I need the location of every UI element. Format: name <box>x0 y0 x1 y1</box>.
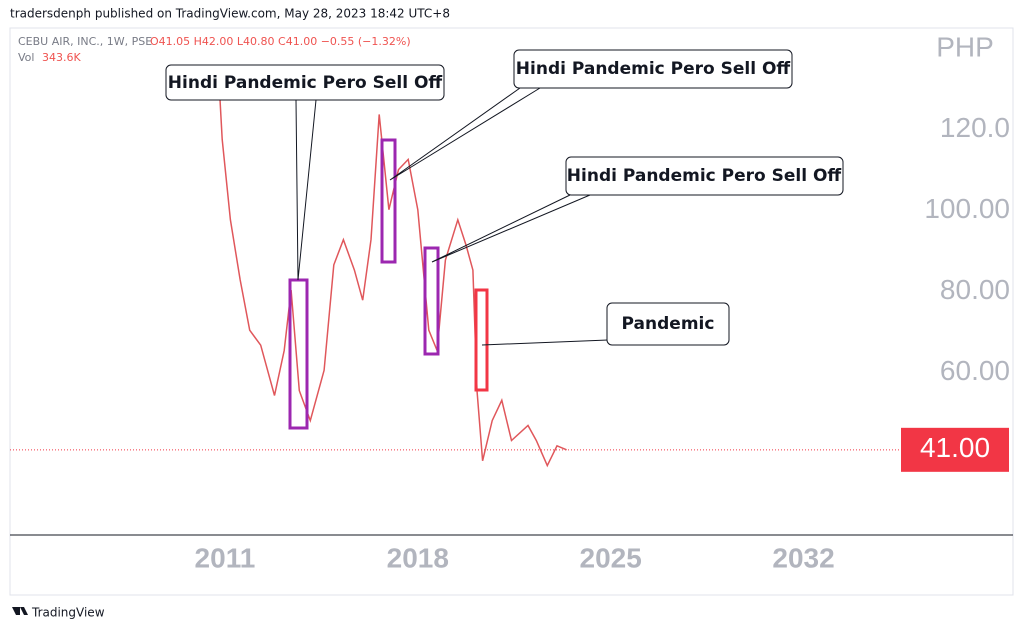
callout-text: Hindi Pandemic Pero Sell Off <box>168 73 443 93</box>
volume-label: Vol <box>18 51 34 64</box>
y-tick-label: 60.00 <box>940 355 1010 386</box>
callout <box>565 156 844 196</box>
highlight-box <box>380 138 397 264</box>
y-tick-label: 100.00 <box>924 193 1010 224</box>
callout-text: Pandemic <box>622 314 715 334</box>
price-line <box>219 99 567 468</box>
callout-text: Hindi Pandemic Pero Sell Off <box>567 166 842 186</box>
x-tick-label: 2018 <box>387 542 449 573</box>
pointer <box>295 99 317 281</box>
x-tick-label: 2025 <box>580 542 642 573</box>
y-tick-label: 80.00 <box>940 274 1010 305</box>
callout <box>606 302 730 346</box>
y-tick-label: 120.0 <box>940 112 1010 143</box>
x-tick-label: 2011 <box>195 542 256 573</box>
last-price-box <box>901 427 1009 472</box>
highlight-box <box>474 288 489 392</box>
ohlc: O41.05 H42.00 L40.80 C41.00 −0.55 (−1.32… <box>150 35 411 48</box>
x-tick-label: 2032 <box>772 542 834 573</box>
callout <box>513 49 793 89</box>
callout <box>165 64 445 101</box>
highlight-box <box>423 246 440 356</box>
currency: PHP <box>936 31 994 62</box>
pointer <box>481 339 609 346</box>
frame <box>9 27 1014 596</box>
last-price-label: 41.00 <box>920 432 990 463</box>
callout-text: Hindi Pandemic Pero Sell Off <box>516 59 791 79</box>
pointer <box>389 87 541 181</box>
footer: TradingView <box>31 606 105 620</box>
pointer <box>431 194 591 263</box>
annotations: Hindi Pandemic Pero Sell Off Hindi Pande… <box>165 49 844 430</box>
volume: 343.6K <box>42 51 81 64</box>
symbol: CEBU AIR, INC., 1W, PSE <box>18 35 152 48</box>
logo <box>12 607 28 615</box>
published: tradersdenph published on TradingView.co… <box>10 7 450 21</box>
